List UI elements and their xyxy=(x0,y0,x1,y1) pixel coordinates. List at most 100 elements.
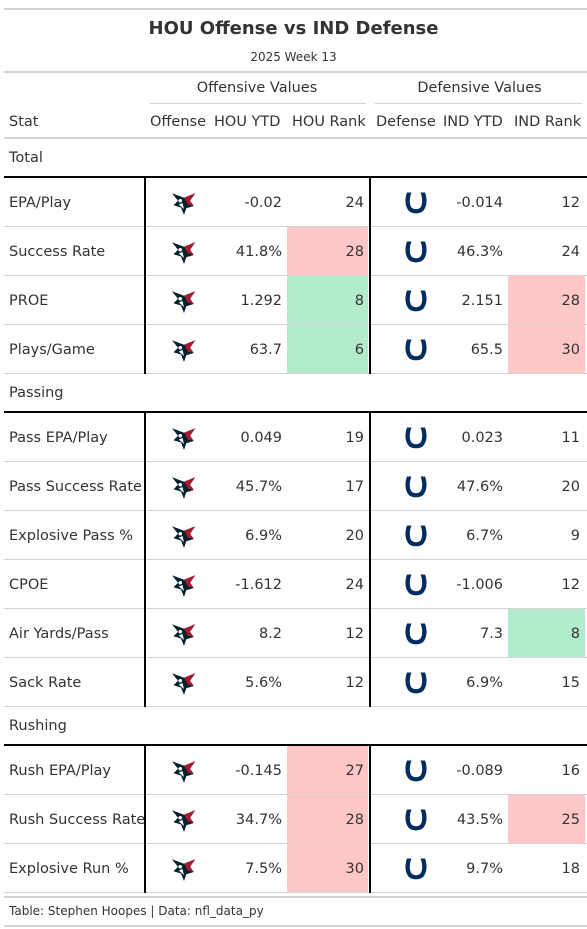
ind-rank-value: 9 xyxy=(570,527,580,544)
texans-logo-icon xyxy=(164,609,204,658)
col-header-stat: Stat xyxy=(9,114,39,130)
offense-column-rule xyxy=(144,411,146,707)
table-row: Rush Success Rate 34.7% 28 43.5% 25 xyxy=(4,795,587,844)
row-divider xyxy=(4,324,587,325)
footer-bottom-border xyxy=(4,925,587,927)
defense-column-rule xyxy=(369,744,371,893)
colts-horseshoe-icon xyxy=(396,658,436,707)
colts-horseshoe-icon xyxy=(396,560,436,609)
texans-logo-icon xyxy=(164,178,204,227)
hou-rank-value: 24 xyxy=(345,194,364,211)
table-row: Air Yards/Pass 8.2 12 7.3 8 xyxy=(4,609,587,658)
texans-logo-icon xyxy=(164,413,204,462)
table-top-border xyxy=(4,8,587,10)
table-row: Plays/Game 63.7 6 65.5 30 xyxy=(4,325,587,374)
hou-ytd-value: 41.8% xyxy=(235,243,282,260)
table-row: Pass EPA/Play 0.049 19 0.023 11 xyxy=(4,413,587,462)
colts-horseshoe-icon xyxy=(396,844,436,893)
stat-label: Plays/Game xyxy=(9,341,95,358)
row-divider xyxy=(4,706,587,707)
stat-label: Explosive Run % xyxy=(9,860,129,877)
row-divider xyxy=(4,226,587,227)
group-top-rule xyxy=(4,176,587,178)
row-divider xyxy=(4,657,587,658)
colts-horseshoe-icon xyxy=(396,795,436,844)
ind-rank-value: 20 xyxy=(561,478,580,495)
texans-logo-icon xyxy=(164,560,204,609)
spanner-offensive-values: Offensive Values xyxy=(196,80,318,96)
colts-horseshoe-icon xyxy=(396,276,436,325)
hou-rank-value: 19 xyxy=(345,429,364,446)
table-row: Success Rate 41.8% 28 46.3% 24 xyxy=(4,227,587,276)
defense-column-rule xyxy=(369,176,371,374)
colts-horseshoe-icon xyxy=(396,609,436,658)
header-bottom-border xyxy=(4,137,587,139)
hou-rank-value: 28 xyxy=(287,795,368,844)
group-header-total: Total xyxy=(9,150,43,166)
hou-rank-value: 8 xyxy=(287,276,368,325)
hou-rank-value: 28 xyxy=(287,227,368,276)
ind-rank-value: 12 xyxy=(561,194,580,211)
table-row: EPA/Play -0.02 24 -0.014 12 xyxy=(4,178,587,227)
group-top-rule xyxy=(4,744,587,746)
texans-logo-icon xyxy=(164,795,204,844)
stat-label: EPA/Play xyxy=(9,194,72,211)
colts-horseshoe-icon xyxy=(396,462,436,511)
table-footer-source: Table: Stephen Hoopes | Data: nfl_data_p… xyxy=(9,904,264,918)
hou-ytd-value: 5.6% xyxy=(245,674,282,691)
col-header-defense: Defense xyxy=(376,114,436,130)
colts-horseshoe-icon xyxy=(396,511,436,560)
hou-ytd-value: -1.612 xyxy=(235,576,282,593)
table-row: Pass Success Rate 45.7% 17 47.6% 20 xyxy=(4,462,587,511)
ind-ytd-value: 46.3% xyxy=(456,243,503,260)
col-header-offense: Offense xyxy=(150,114,206,130)
row-divider xyxy=(4,843,587,844)
spanner-defensive-underline xyxy=(375,103,583,104)
texans-logo-icon xyxy=(164,325,204,374)
group-header-passing: Passing xyxy=(9,385,64,401)
ind-ytd-value: -0.089 xyxy=(456,762,503,779)
ind-ytd-value: -0.014 xyxy=(456,194,503,211)
offense-column-rule xyxy=(144,176,146,374)
hou-ytd-value: -0.02 xyxy=(244,194,282,211)
table-row: Rush EPA/Play -0.145 27 -0.089 16 xyxy=(4,746,587,795)
ind-ytd-value: 2.151 xyxy=(461,292,503,309)
stat-label: CPOE xyxy=(9,576,49,593)
stat-label: Rush Success Rate xyxy=(9,811,146,828)
table-bottom-border xyxy=(4,896,587,898)
hou-rank-value: 12 xyxy=(345,674,364,691)
hou-rank-value: 24 xyxy=(345,576,364,593)
hou-ytd-value: 7.5% xyxy=(245,860,282,877)
ind-rank-value: 28 xyxy=(508,276,585,325)
texans-logo-icon xyxy=(164,511,204,560)
stat-label: Sack Rate xyxy=(9,674,82,691)
row-divider xyxy=(4,510,587,511)
texans-logo-icon xyxy=(164,276,204,325)
texans-logo-icon xyxy=(164,844,204,893)
colts-horseshoe-icon xyxy=(396,325,436,374)
table-title: HOU Offense vs IND Defense xyxy=(148,18,439,39)
ind-ytd-value: 6.9% xyxy=(466,674,503,691)
stat-label: PROE xyxy=(9,292,49,309)
texans-logo-icon xyxy=(164,227,204,276)
defense-column-rule xyxy=(369,411,371,707)
texans-logo-icon xyxy=(164,658,204,707)
ind-rank-value: 11 xyxy=(561,429,580,446)
ind-rank-value: 15 xyxy=(561,674,580,691)
header-top-border xyxy=(4,71,587,73)
stat-label: Pass EPA/Play xyxy=(9,429,108,446)
row-divider xyxy=(4,559,587,560)
hou-rank-value: 6 xyxy=(287,325,368,374)
row-divider xyxy=(4,275,587,276)
hou-ytd-value: 0.049 xyxy=(240,429,282,446)
hou-ytd-value: 45.7% xyxy=(235,478,282,495)
table-row: Explosive Run % 7.5% 30 9.7% 18 xyxy=(4,844,587,893)
hou-rank-value: 30 xyxy=(287,844,368,893)
col-header-ind-ytd: IND YTD xyxy=(443,114,503,130)
ind-ytd-value: -1.006 xyxy=(456,576,503,593)
row-divider xyxy=(4,892,587,893)
ind-rank-value: 30 xyxy=(508,325,585,374)
ind-ytd-value: 43.5% xyxy=(456,811,503,828)
ind-rank-value: 16 xyxy=(561,762,580,779)
